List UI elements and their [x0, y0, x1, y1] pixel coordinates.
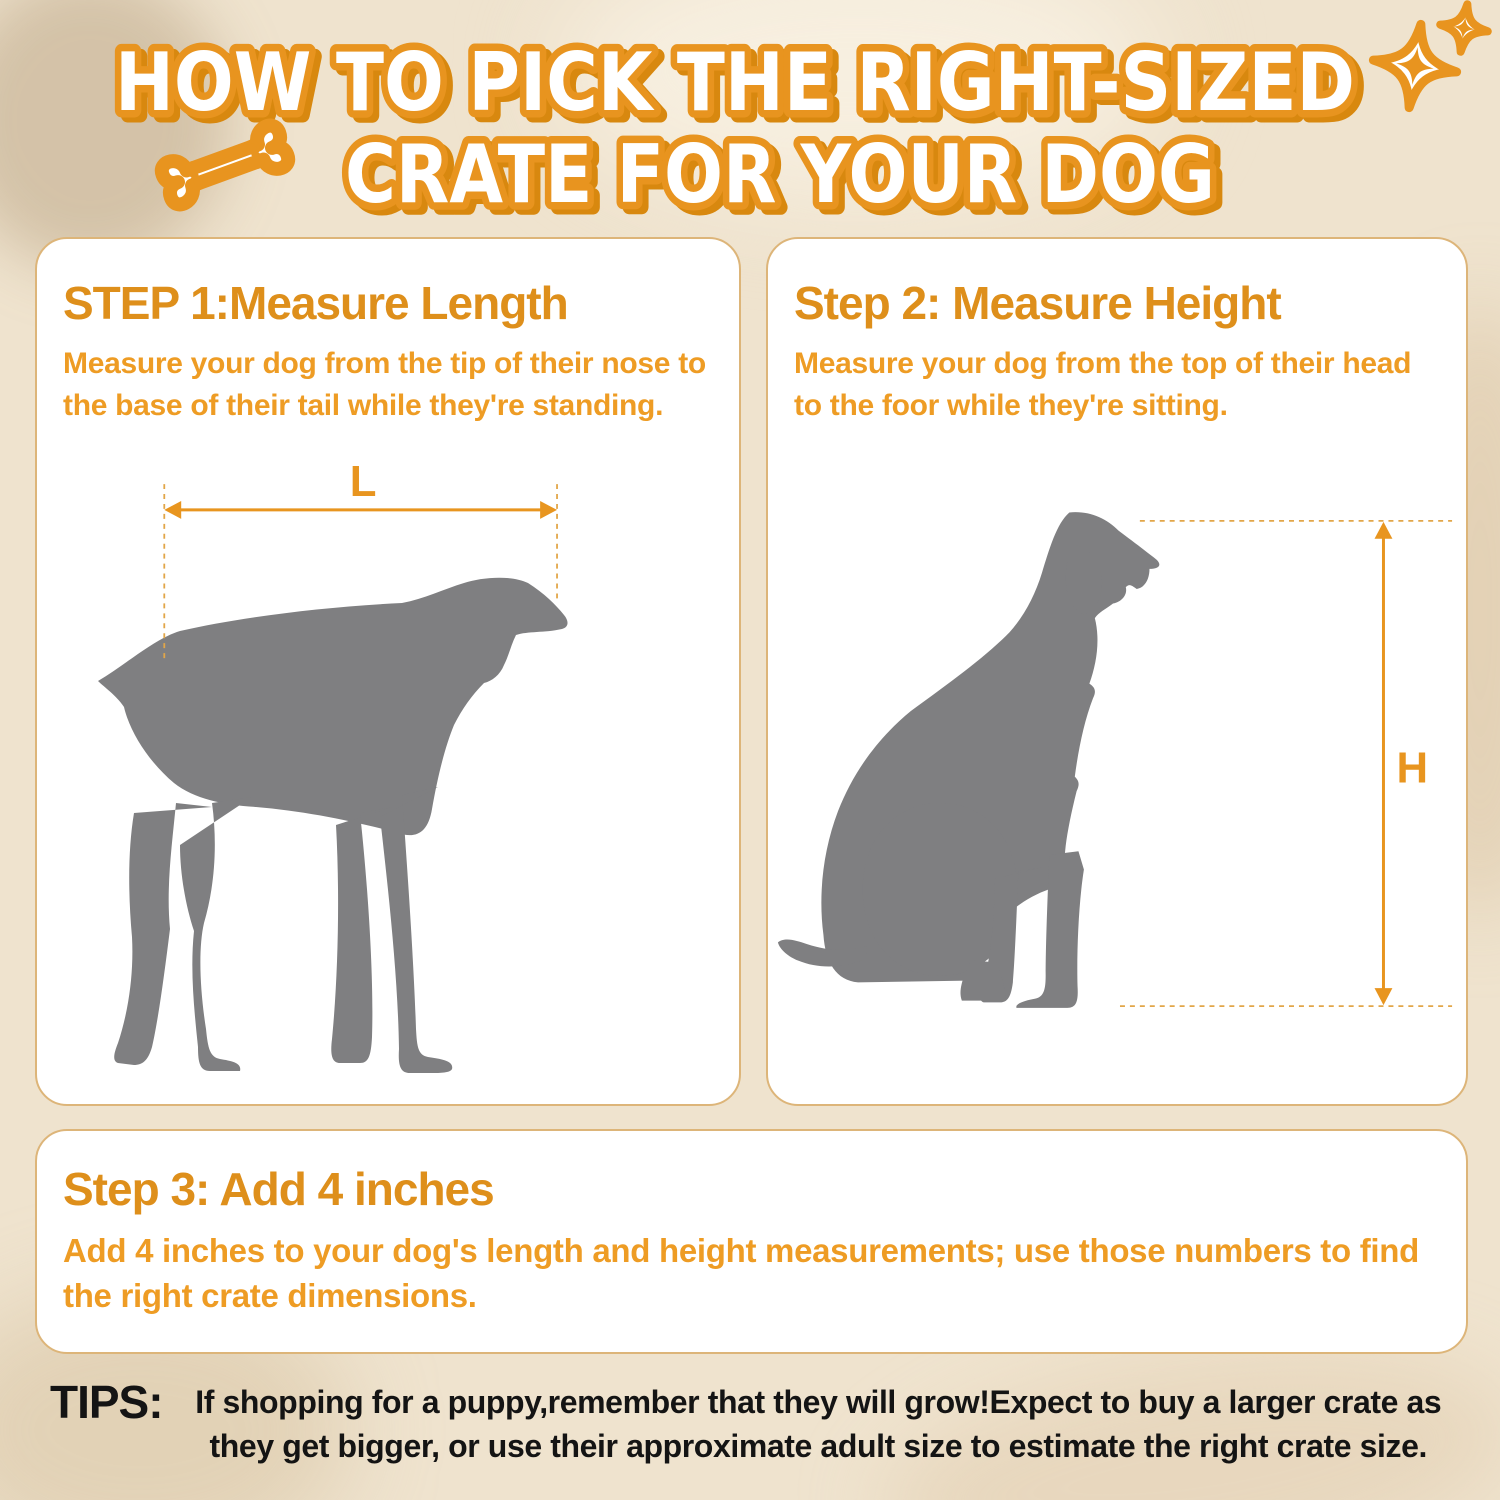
measure-label-l: L	[350, 457, 377, 506]
tips-body: If shopping for a puppy,remember that th…	[195, 1384, 1442, 1465]
arrowhead-right-icon	[540, 500, 558, 519]
step-2-card: Step 2: Measure Height Measure your dog …	[766, 237, 1468, 1106]
step-1-heading: STEP 1:Measure Length	[63, 277, 569, 329]
title-line-1: HOW TO PICK THE RIGHT-SIZED	[115, 36, 1355, 129]
title-line-2: CRATE FOR YOUR DOG	[345, 128, 1215, 221]
sitting-dog-silhouette	[777, 512, 1160, 1008]
step-1-card: STEP 1:Measure Length Measure your dog f…	[35, 237, 741, 1106]
arrowhead-left-icon	[164, 500, 182, 519]
step-3-heading: Step 3: Add 4 inches	[63, 1163, 495, 1215]
measure-label-h: H	[1397, 743, 1429, 792]
standing-dog-silhouette	[98, 577, 568, 1073]
sparkles-icon	[1368, 0, 1492, 113]
step-1-body: Measure your dog from the tip of their n…	[63, 347, 706, 423]
bone-icon	[154, 118, 296, 212]
step-3-card: Step 3: Add 4 inches Add 4 inches to you…	[35, 1129, 1468, 1354]
title-line-1-shadow: HOW TO PICK THE RIGHT-SIZED	[121, 41, 1361, 134]
tips-label: TIPS:	[50, 1376, 164, 1428]
arrowhead-up-icon	[1374, 521, 1393, 539]
tips-section: TIPS: If shopping for a puppy,remember t…	[50, 1376, 1460, 1468]
step-2-heading: Step 2: Measure Height	[794, 277, 1282, 329]
page-title: HOW TO PICK THE RIGHT-SIZED CRATE FOR YO…	[108, 0, 1492, 234]
arrowhead-down-icon	[1374, 988, 1393, 1006]
step-3-body: Add 4 inches to your dog's length and he…	[63, 1232, 1419, 1314]
step-2-body: Measure your dog from the top of their h…	[794, 347, 1412, 423]
title-line-2-shadow: CRATE FOR YOUR DOG	[351, 133, 1221, 226]
